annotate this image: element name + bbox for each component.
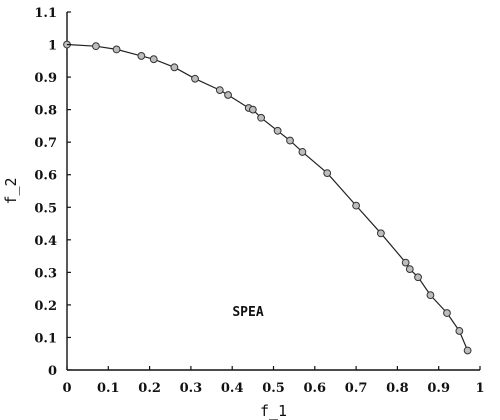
data-point [352,201,361,210]
data-point [405,265,414,274]
x-tick-label: 0.5 [262,381,285,396]
data-point [224,91,232,99]
data-point [401,258,410,267]
y-tick-label: 0.7 [34,136,57,151]
x-axis-ticks: 0 0.1 0.2 0.3 0.4 0.5 0.6 0.7 0.8 0.9 1 [62,366,485,396]
data-point [149,55,158,64]
x-tick-label: 0.1 [97,381,120,396]
y-tick-label: 0.6 [34,169,57,184]
y-axis-ticks: 0 0.1 0.2 0.3 0.4 0.5 0.6 0.7 0.8 0.9 1 1.1 [34,6,71,379]
data-point [443,309,451,317]
data-point [92,42,100,51]
data-point [191,74,199,83]
data-point [376,229,385,238]
y-tick-label: 0.8 [34,104,57,119]
x-tick-label: 0 [62,381,71,396]
x-tick-label: 0.6 [303,381,326,396]
y-tick-label: 0 [48,364,57,379]
x-tick-label: 0.7 [345,381,368,396]
data-point [463,346,472,355]
plot-area [63,12,480,371]
data-point [273,126,282,135]
data-point [286,136,294,145]
data-point [215,86,224,95]
y-tick-label: 0.2 [34,299,57,314]
x-tick-label: 0.2 [138,381,161,396]
y-tick-label: 0.1 [34,331,57,346]
data-point [426,291,435,300]
y-tick-label: 1 [48,39,57,54]
y-tick-label: 0.3 [34,266,57,281]
pareto-curve-line [66,43,469,351]
x-axis-label: f_1 [260,402,287,420]
data-point [455,327,464,335]
data-point [257,113,266,122]
data-point [137,52,146,60]
data-point [112,45,121,54]
y-tick-label: 0.4 [34,234,57,249]
x-tick-label: 0.9 [427,381,450,396]
y-tick-label: 0.5 [34,201,57,216]
data-point [298,148,307,156]
data-point [323,169,332,178]
x-tick-label: 1 [475,381,484,396]
y-tick-label: 0.9 [34,71,57,86]
y-axis-label: f_2 [2,177,20,204]
data-point [414,273,422,282]
data-point [248,105,257,114]
x-tick-label: 0.4 [221,381,244,396]
x-tick-label: 0.8 [386,381,409,396]
x-tick-label: 0.3 [180,381,203,396]
spea-annotation: SPEA [232,305,263,320]
y-tick-label: 1.1 [34,6,57,21]
data-point [170,63,179,72]
